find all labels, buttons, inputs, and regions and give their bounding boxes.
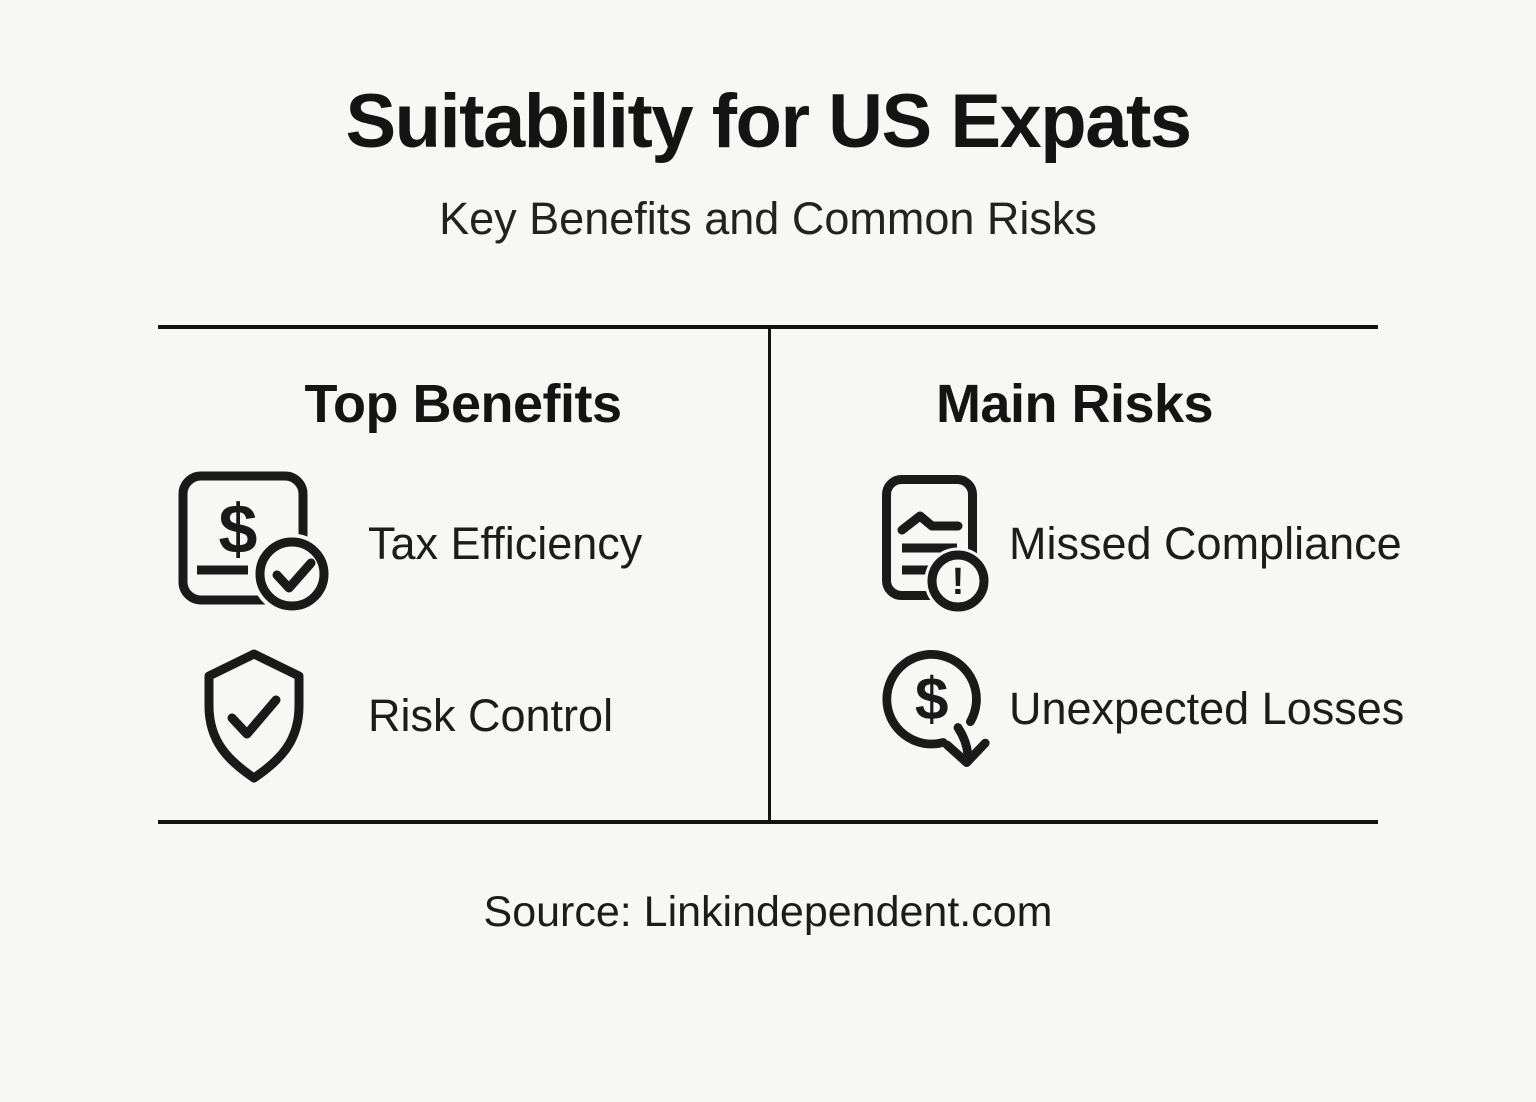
benefits-column-header: Top Benefits bbox=[304, 374, 623, 434]
risk-label: Unexpected Losses bbox=[1009, 683, 1405, 734]
shield-check-icon bbox=[178, 648, 330, 784]
benefit-label: Tax Efficiency bbox=[368, 517, 643, 569]
list-item-unexpected-losses: $ Unexpected Losses bbox=[881, 645, 1404, 773]
dollar-circle-down-arrow-icon: $ bbox=[881, 645, 993, 773]
page-subtitle: Key Benefits and Common Risks bbox=[439, 193, 1097, 244]
risks-column: Main Risks ! Missed Compliance bbox=[768, 329, 1404, 820]
header: Suitability for US Expats Key Benefits a… bbox=[0, 78, 1536, 245]
risks-column-header: Main Risks bbox=[935, 374, 1214, 434]
list-item-missed-compliance: ! Missed Compliance bbox=[881, 475, 1402, 613]
list-item-risk-control: Risk Control bbox=[178, 648, 768, 784]
infographic-page: Suitability for US Expats Key Benefits a… bbox=[0, 78, 1536, 937]
document-alert-icon: ! bbox=[881, 475, 993, 613]
page-title: Suitability for US Expats bbox=[345, 79, 1192, 164]
comparison-table: Top Benefits $ Tax Efficiency bbox=[158, 325, 1404, 824]
dollar-document-check-icon: $ bbox=[178, 471, 330, 616]
benefit-label: Risk Control bbox=[368, 690, 614, 741]
alert-glyph: ! bbox=[952, 561, 965, 603]
dollar-glyph: $ bbox=[915, 665, 949, 733]
dollar-glyph: $ bbox=[219, 490, 258, 568]
risk-label: Missed Compliance bbox=[1009, 518, 1402, 569]
benefits-column: Top Benefits $ Tax Efficiency bbox=[158, 329, 768, 820]
footer: Source: Linkindependent.com bbox=[0, 888, 1536, 937]
list-item-tax-efficiency: $ Tax Efficiency bbox=[178, 471, 768, 616]
source-text: Source: Linkindependent.com bbox=[483, 888, 1053, 936]
